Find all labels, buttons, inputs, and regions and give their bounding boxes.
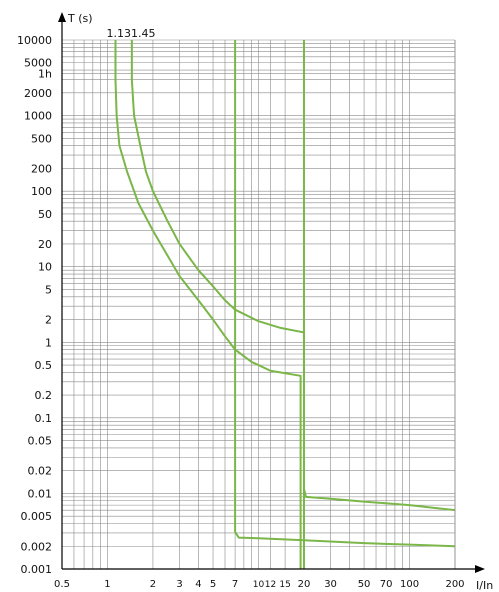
x-tick-label: 1 <box>104 579 110 590</box>
x-tick-label: 70 <box>380 579 393 590</box>
x-axis-title: I/In <box>476 579 493 592</box>
y-tick-label: 20 <box>38 238 52 251</box>
x-tick-label: 0.5 <box>54 579 70 590</box>
y-tick-label: 1 <box>45 336 52 349</box>
y-axis-title: T (s) <box>67 12 93 25</box>
series-line-2 <box>130 40 305 569</box>
y-tick-label: 100 <box>31 185 52 198</box>
grid <box>61 39 456 570</box>
y-tick-label: 0.2 <box>35 389 53 402</box>
y-tick-label: 0.1 <box>35 412 53 425</box>
x-tick-label: 10 <box>253 580 265 590</box>
y-tick-label: 0.01 <box>28 487 53 500</box>
x-tick-label: 12 <box>265 580 276 590</box>
y-tick-label: 1h <box>38 68 52 81</box>
y-tick-label: 0.5 <box>35 359 53 372</box>
y-tick-label: 5000 <box>24 57 52 70</box>
y-tick-label: 500 <box>31 132 52 145</box>
x-tick-label: 5 <box>210 579 216 590</box>
y-tick-label: 0.05 <box>28 435 53 448</box>
y-tick-label: 1000 <box>24 110 52 123</box>
x-tick-label: 4 <box>195 579 201 590</box>
y-axis-arrow <box>58 12 66 22</box>
y-tick-label: 10 <box>38 261 52 274</box>
y-tick-label: 5 <box>45 283 52 296</box>
y-tick-label: 0.002 <box>21 540 53 553</box>
x-tick-label: 30 <box>324 579 337 590</box>
y-tick-label: 10000 <box>17 34 52 47</box>
x-tick-label: 7 <box>232 579 238 590</box>
y-tick-label: 0.005 <box>21 510 53 523</box>
y-tick-label: 0.02 <box>28 465 53 478</box>
series-layer <box>114 40 455 569</box>
y-tick-label: 200 <box>31 162 52 175</box>
x-tick-label: 100 <box>400 579 419 590</box>
series-line-3 <box>234 40 455 548</box>
series-line-1 <box>114 40 302 569</box>
x-tick-label: 3 <box>176 579 182 590</box>
y-tick-label: 2000 <box>24 87 52 100</box>
curve-annotation: 1.131.45 <box>106 27 155 40</box>
x-tick-label: 200 <box>445 579 464 590</box>
y-tick-label: 2 <box>45 314 52 327</box>
x-axis-arrow <box>475 565 485 573</box>
y-tick-label: 50 <box>38 208 52 221</box>
y-tick-label: 0.001 <box>21 563 53 576</box>
x-tick-label: 15 <box>279 580 290 590</box>
series-line-4 <box>302 40 455 512</box>
axes <box>58 12 485 573</box>
x-tick-label: 50 <box>358 579 371 590</box>
x-tick-label: 20 <box>298 579 311 590</box>
x-tick-label: 2 <box>150 579 156 590</box>
